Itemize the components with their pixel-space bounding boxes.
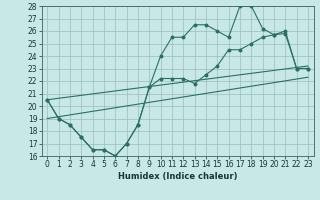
X-axis label: Humidex (Indice chaleur): Humidex (Indice chaleur) [118, 172, 237, 181]
